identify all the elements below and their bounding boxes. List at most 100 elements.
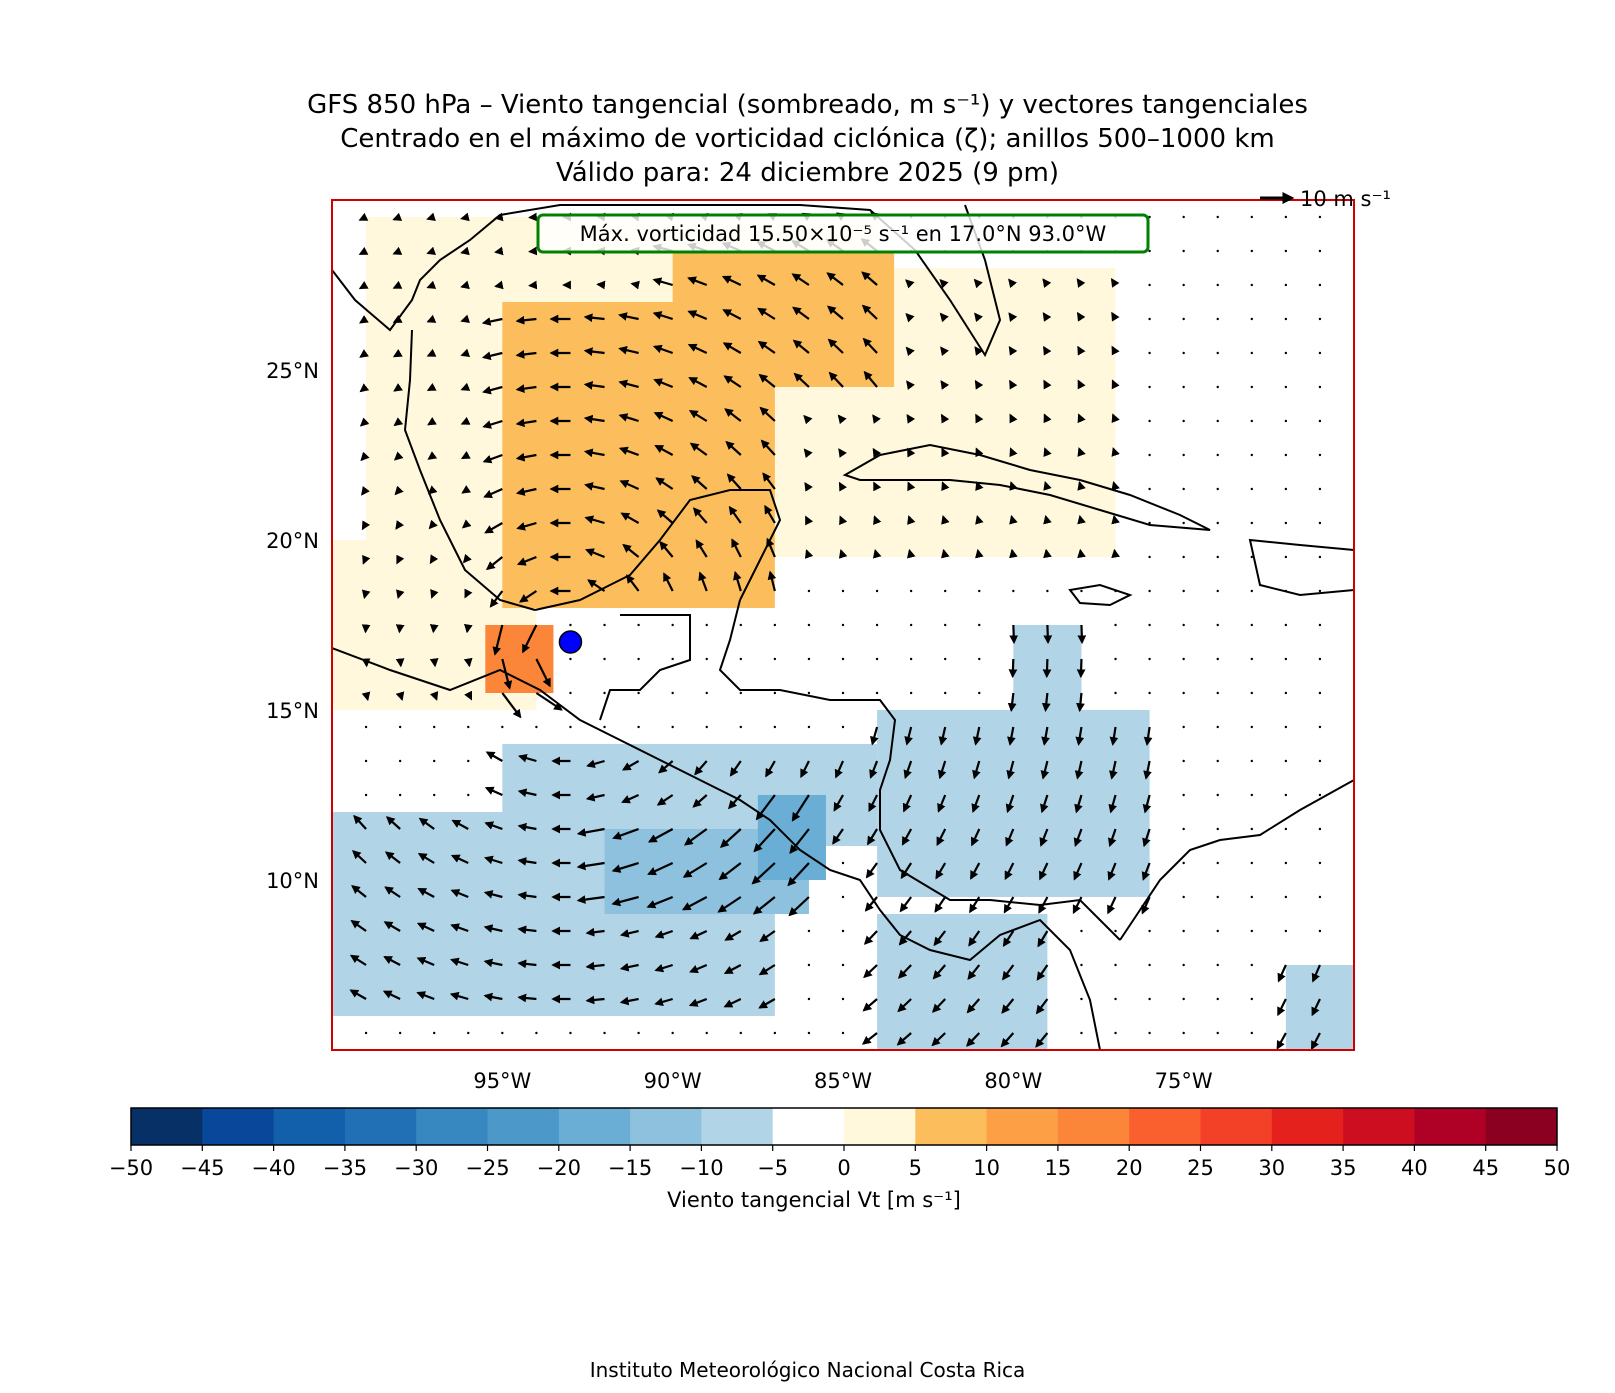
wind-vector xyxy=(449,991,469,1001)
wind-vector xyxy=(1284,521,1288,525)
wind-vector xyxy=(1277,998,1287,1017)
wind-vector xyxy=(1008,278,1018,289)
wind-vector xyxy=(393,383,403,392)
wind-vector xyxy=(1009,481,1018,491)
wind-vector xyxy=(1318,725,1322,729)
wind-vector xyxy=(467,725,470,729)
wind-vector xyxy=(1114,657,1117,661)
wind-vector xyxy=(804,481,813,492)
wind-vector xyxy=(528,246,538,256)
wind-vector xyxy=(705,691,708,695)
wind-vector xyxy=(1182,215,1185,219)
colorbar-swatch xyxy=(487,1108,560,1145)
wind-vector xyxy=(353,814,367,830)
wind-vector xyxy=(773,657,777,661)
wind-vector xyxy=(695,539,708,558)
wind-vector xyxy=(1284,657,1288,661)
wind-vector xyxy=(872,548,882,559)
wind-vector xyxy=(907,515,916,525)
wind-vector xyxy=(398,759,402,763)
colorbar-tick-label: −25 xyxy=(465,1156,509,1180)
wind-vector xyxy=(807,623,811,627)
wind-vector xyxy=(773,1031,777,1035)
wind-vector xyxy=(515,418,537,428)
wind-vector xyxy=(841,725,845,729)
wind-vector xyxy=(517,788,537,798)
wind-vector xyxy=(1142,828,1151,848)
wind-vector xyxy=(687,276,708,287)
wind-vector xyxy=(904,726,913,746)
wind-vector xyxy=(827,338,844,354)
wind-vector xyxy=(1216,283,1219,287)
wind-vector xyxy=(1009,447,1018,458)
wind-vector xyxy=(1284,861,1288,865)
wind-vector xyxy=(637,623,640,627)
wind-vector xyxy=(364,725,368,729)
wind-vector xyxy=(1143,760,1152,780)
wind-vector xyxy=(1250,215,1254,219)
wind-vector xyxy=(364,759,368,763)
map-frame xyxy=(331,199,1355,1051)
wind-vector xyxy=(944,623,947,627)
wind-vector xyxy=(351,885,367,898)
wind-vector xyxy=(460,314,471,324)
wind-vector xyxy=(482,419,503,429)
wind-vector xyxy=(1318,793,1322,797)
wind-vector xyxy=(826,305,844,320)
wind-vector xyxy=(807,589,811,593)
wind-vector xyxy=(517,753,537,763)
wind-vector xyxy=(1037,930,1049,948)
wind-vector xyxy=(899,896,913,913)
wind-vector xyxy=(1284,351,1288,355)
wind-vector xyxy=(1182,691,1185,695)
colorbar-tick-label: 40 xyxy=(1401,1156,1428,1180)
wind-vector xyxy=(739,657,742,661)
colorbar-label: Viento tangencial Vt [m s⁻¹] xyxy=(667,1188,961,1212)
wind-vector xyxy=(687,343,708,354)
wind-vector xyxy=(972,726,982,746)
wind-vector xyxy=(722,309,742,320)
wind-vector xyxy=(586,759,605,769)
wind-vector xyxy=(1148,385,1151,389)
wind-vector xyxy=(837,414,847,425)
wind-vector xyxy=(416,991,435,1001)
wind-vector xyxy=(1182,725,1185,729)
wind-vector xyxy=(611,861,639,873)
wind-vector xyxy=(689,963,708,974)
wind-vector xyxy=(1040,760,1050,780)
wind-vector xyxy=(462,553,472,564)
shade-gulf-east-light xyxy=(877,268,1116,557)
wind-vector xyxy=(433,793,436,797)
lat-tick-label: 25°N xyxy=(266,359,319,383)
shade-venezuela-blue xyxy=(1285,965,1354,1050)
wind-vector xyxy=(975,413,984,424)
wind-vector xyxy=(603,691,606,695)
wind-vector xyxy=(723,964,742,975)
wind-vector xyxy=(576,827,605,837)
wind-vector xyxy=(773,623,777,627)
wind-vector xyxy=(585,927,605,937)
wind-vector xyxy=(1216,215,1219,219)
colorbar-tick-label: 20 xyxy=(1116,1156,1143,1180)
wind-vector xyxy=(417,887,435,898)
wind-vector xyxy=(460,348,471,358)
wind-vector xyxy=(1250,1031,1254,1035)
wind-vector xyxy=(417,852,435,864)
vorticity-center-marker xyxy=(558,630,583,654)
wind-vector xyxy=(1284,215,1288,219)
wind-vector xyxy=(364,793,368,797)
wind-vector xyxy=(584,482,605,491)
wind-vector xyxy=(828,371,844,388)
wind-vector xyxy=(621,760,640,771)
longitude-tick-labels: 95°W 90°W 85°W 80°W 75°W xyxy=(473,1069,1213,1093)
wind-vector xyxy=(535,725,538,729)
wind-vector xyxy=(463,623,473,634)
wind-vector xyxy=(1182,895,1185,899)
wind-vector xyxy=(1318,827,1322,831)
wind-vector xyxy=(515,315,537,325)
wind-vector xyxy=(1142,794,1152,814)
wind-vector xyxy=(663,572,674,592)
hispaniola xyxy=(1248,538,1354,597)
wind-vector xyxy=(1000,1032,1015,1048)
wind-vector xyxy=(671,1031,674,1035)
